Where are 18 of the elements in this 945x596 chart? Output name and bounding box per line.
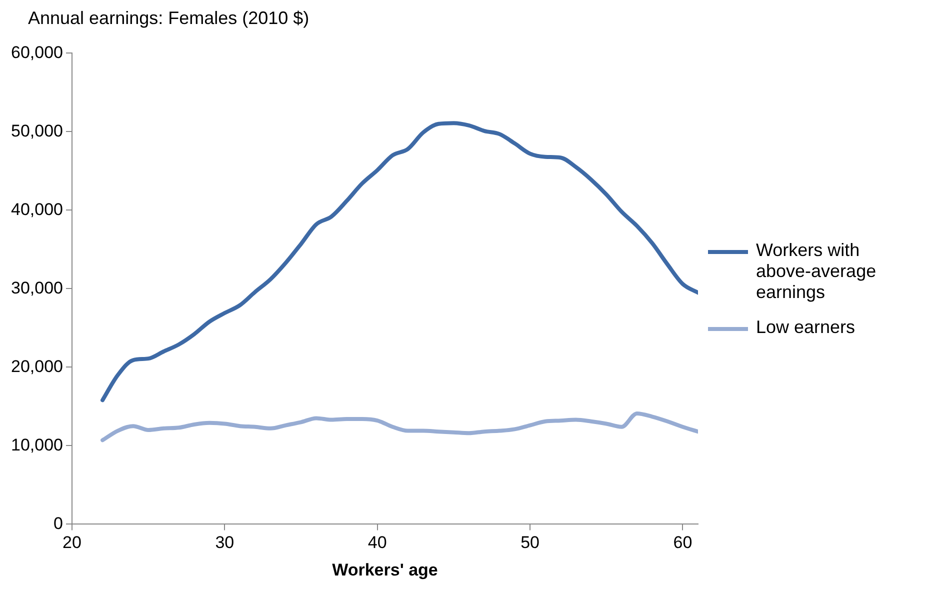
line-series bbox=[100, 412, 698, 442]
y-tick-label: 20,000 bbox=[10, 356, 63, 376]
line-series bbox=[100, 121, 698, 402]
x-tick-label: 20 bbox=[62, 533, 82, 552]
y-tick-label: 0 bbox=[54, 514, 63, 533]
y-axis-title: Annual earnings: Females (2010 $) bbox=[28, 8, 310, 30]
x-tick-label: 50 bbox=[520, 533, 540, 552]
legend-label: Low earners bbox=[756, 317, 856, 338]
y-tick-label: 50,000 bbox=[10, 121, 63, 140]
y-tick-label: 60,000 bbox=[10, 42, 63, 62]
y-tick-label: 30,000 bbox=[10, 278, 63, 298]
y-tick-label: 40,000 bbox=[10, 200, 63, 219]
x-tick-label: 60 bbox=[673, 533, 692, 552]
x-tick-label: 40 bbox=[368, 533, 387, 552]
x-tick-label: 30 bbox=[215, 533, 234, 552]
legend-label: Workers with above-average earnings bbox=[756, 240, 878, 303]
y-tick-label: 10,000 bbox=[10, 435, 63, 454]
x-axis-title: Workers' age bbox=[332, 560, 438, 580]
